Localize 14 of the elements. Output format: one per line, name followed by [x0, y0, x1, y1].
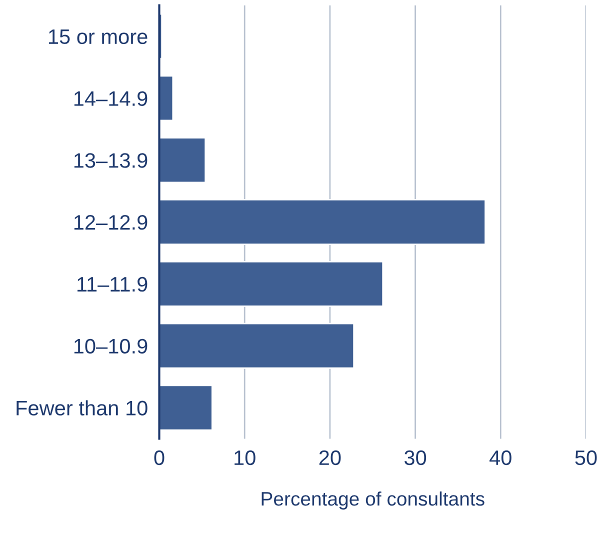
- x-tick-label: 0: [154, 450, 164, 466]
- y-tick-label: 11–11.9: [78, 276, 148, 292]
- x-tick-label: 10: [234, 450, 256, 466]
- y-tick-label: Fewer than 10: [16, 400, 148, 416]
- x-axis-title: Percentage of consultants: [262, 491, 484, 510]
- y-tick-label: 12–12.9: [74, 215, 148, 230]
- y-tick-label: 14–14.9: [74, 91, 148, 106]
- x-tick-label: 30: [404, 450, 426, 466]
- x-tick-label: 50: [575, 450, 597, 466]
- x-tick-label: 40: [490, 450, 512, 466]
- y-tick-label: 10–10.9: [74, 338, 148, 354]
- y-tick-label: 13–13.9: [74, 153, 148, 168]
- y-tick-label: 15 or more: [49, 30, 148, 44]
- x-tick-label: 20: [319, 450, 341, 466]
